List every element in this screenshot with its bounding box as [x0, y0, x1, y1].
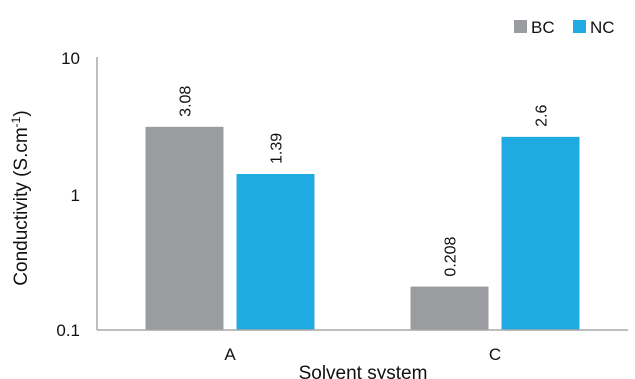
- bar-nc-c: [501, 136, 580, 330]
- x-tick-label-a: A: [224, 345, 236, 364]
- legend-label-bc: BC: [531, 18, 555, 37]
- y-axis-label-suffix: ): [11, 110, 32, 116]
- y-tick-label-10: 10: [61, 49, 80, 68]
- y-tick-label-0.1: 0.1: [56, 321, 80, 340]
- bar-bc-a: [145, 126, 224, 330]
- bar-bc-c: [410, 286, 489, 330]
- data-labels: 3.08 1.39 0.208 2.6: [178, 86, 551, 277]
- y-axis-label-superscript: -1: [9, 116, 23, 127]
- data-label-nc-a: 1.39: [269, 133, 286, 164]
- data-label-nc-c: 2.6: [534, 105, 551, 127]
- legend-label-nc: NC: [590, 18, 615, 37]
- legend-swatch-nc: [573, 20, 586, 33]
- legend: BC NC: [514, 18, 615, 37]
- x-axis-label: Solvent system: [299, 363, 428, 379]
- bar-nc-a: [236, 173, 315, 330]
- bars: [145, 126, 580, 330]
- data-label-bc-a: 3.08: [178, 86, 195, 117]
- x-tick-label-c: C: [489, 345, 501, 364]
- y-tick-label-1: 1: [71, 186, 80, 205]
- legend-swatch-bc: [514, 20, 527, 33]
- y-axis-label: Conductivity (S.cm-1): [9, 110, 32, 285]
- data-label-bc-c: 0.208: [443, 236, 460, 276]
